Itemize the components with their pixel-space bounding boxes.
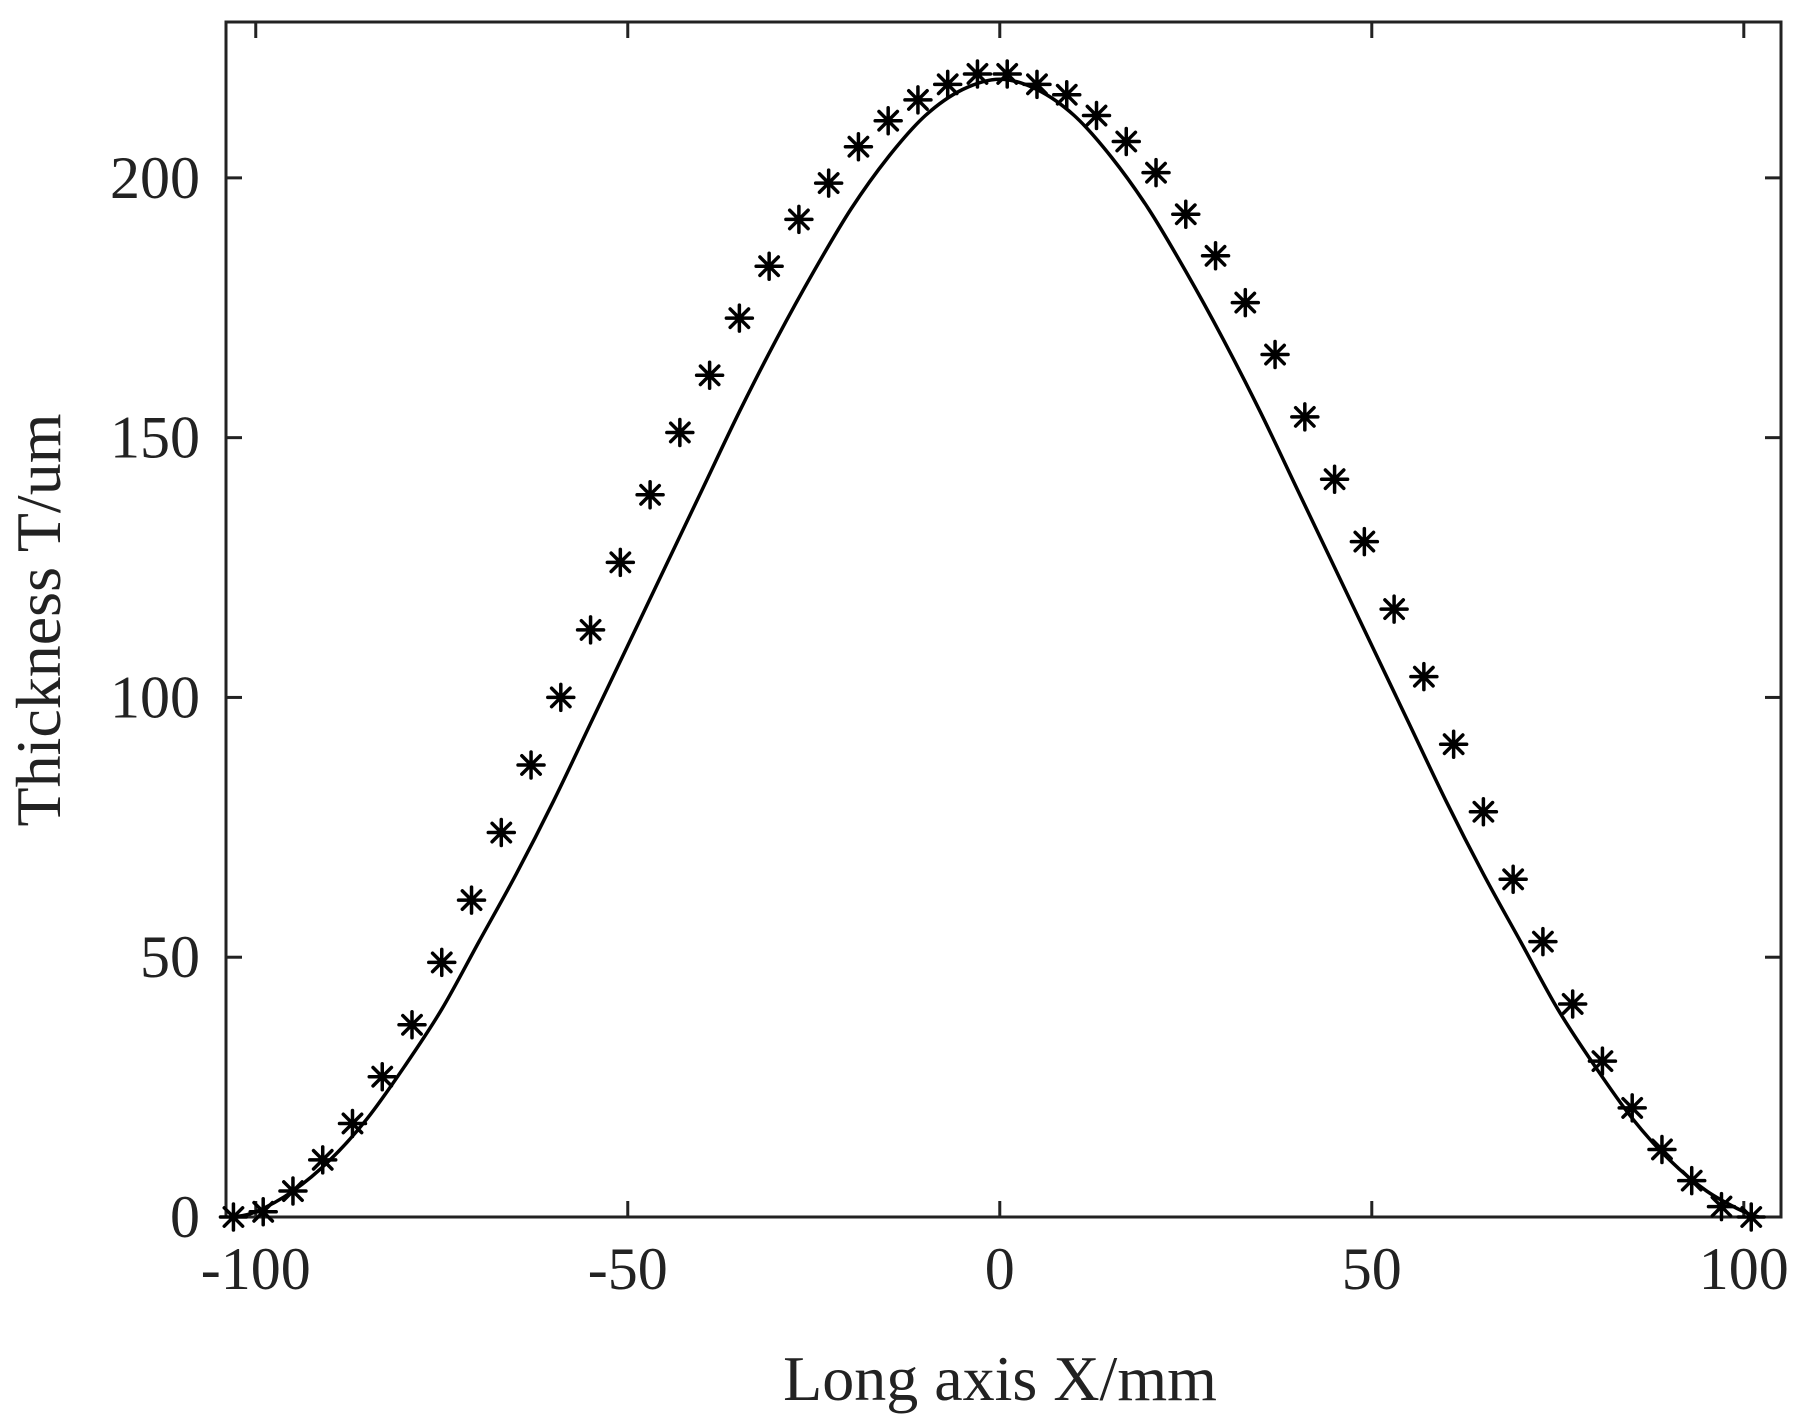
plot-frame [224,20,1783,1219]
data-point-marker [1528,926,1558,957]
data-point-marker [456,885,487,915]
data-point-marker [278,1176,308,1206]
y-tick-label: 150 [110,405,200,471]
x-tick-label: -100 [201,1236,311,1302]
y-tick-labels: 0 50 100 150 200 [110,145,200,1250]
data-point-marker [1200,241,1231,271]
x-tick-label: 100 [1699,1236,1789,1302]
data-point-marker [397,1010,427,1040]
data-point-marker [248,1197,278,1227]
data-point-marker [1379,594,1409,624]
data-point-marker [1349,526,1380,557]
x-tick-labels: -100 -50 0 50 100 [201,1236,1789,1302]
data-point-marker [1290,402,1320,432]
data-point-marker [367,1061,397,1092]
data-point-marker [962,59,993,89]
data-point-marker [1022,69,1052,100]
x-tick-label: -50 [588,1236,668,1302]
series-markers [218,59,1766,1232]
data-point-marker [605,547,636,578]
data-point-marker [1498,864,1528,895]
data-point-marker [813,168,844,198]
data-point-marker [337,1108,368,1139]
y-tick-label: 0 [170,1184,200,1250]
y-tick-label: 100 [110,664,200,730]
data-point-marker [427,947,457,978]
data-point-marker [1319,464,1350,494]
data-point-marker [1230,287,1261,318]
data-point-marker [1260,339,1290,370]
data-point-marker [218,1202,249,1232]
data-point-marker [932,69,963,100]
data-point-marker [1557,989,1588,1019]
data-point-marker [486,817,517,848]
data-point-marker [575,615,606,645]
x-axis-label: Long axis X/mm [783,1343,1217,1414]
data-point-marker [843,131,874,162]
data-point-marker [873,105,903,136]
data-point-marker [1587,1046,1618,1076]
data-point-marker [1468,796,1499,827]
data-point-marker [546,682,576,713]
data-point-marker [635,480,665,510]
data-point-marker [784,204,814,235]
data-point-marker [992,59,1022,89]
x-tick-label: 50 [1342,1236,1402,1302]
data-point-marker [754,251,784,281]
data-point-marker [1051,79,1082,110]
y-axis-label: Thickness T/um [3,414,74,827]
data-point-marker [1617,1093,1647,1123]
data-point-marker [724,303,755,333]
data-point-marker [903,85,933,115]
data-point-marker [1081,100,1112,131]
data-point-marker [1111,126,1142,157]
data-point-marker [1706,1191,1737,1222]
data-point-marker [307,1145,338,1175]
data-point-marker [516,750,546,780]
y-tick-label: 200 [110,145,200,211]
x-tick-label: 0 [985,1236,1015,1302]
data-point-marker [665,417,695,448]
data-point-marker [1141,157,1171,188]
data-point-marker [1647,1134,1677,1165]
data-point-marker [1171,199,1201,229]
data-point-marker [1438,729,1469,759]
data-point-marker [1676,1165,1707,1196]
data-point-marker [1409,661,1439,692]
y-tick-label: 50 [140,924,200,990]
data-point-marker [1736,1202,1766,1232]
data-point-marker [694,360,725,391]
